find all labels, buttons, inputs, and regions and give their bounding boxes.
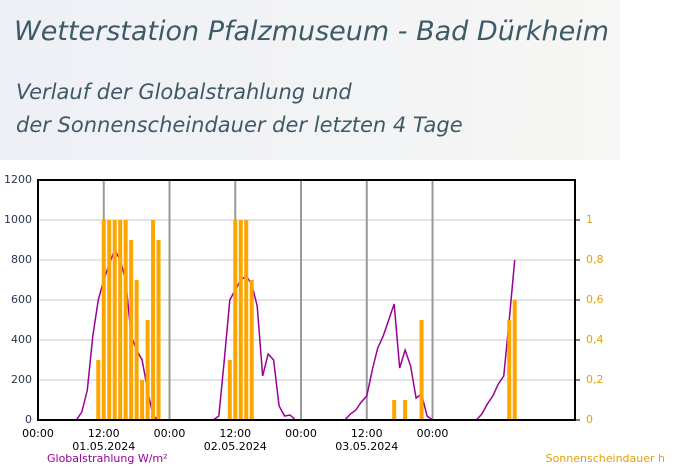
sunshine-bar — [392, 400, 397, 420]
sunshine-bar — [512, 300, 517, 420]
sunshine-bar — [107, 220, 112, 420]
y2-axis-label: Sonnenscheindauer h — [546, 452, 665, 465]
sunshine-bar — [145, 320, 150, 420]
y-tick-label: 1000 — [4, 213, 32, 226]
x-tick-label: 00:00 — [417, 427, 449, 440]
sunshine-bar — [238, 220, 243, 420]
sunshine-bar — [96, 360, 101, 420]
y2-tick-label: 0 — [586, 413, 593, 426]
x-tick-label: 00:00 — [22, 427, 54, 440]
sunshine-bar — [249, 280, 254, 420]
x-date-label: 02.05.2024 — [204, 440, 267, 453]
sunshine-bar — [227, 360, 232, 420]
x-tick-label: 00:00 — [154, 427, 186, 440]
plot-border — [37, 179, 576, 421]
x-date-label: 01.05.2024 — [72, 440, 135, 453]
sunshine-bar — [156, 240, 161, 420]
x-tick-label: 12:00 — [219, 427, 251, 440]
y-tick-label: 200 — [11, 373, 32, 386]
y-tick-label: 0 — [25, 413, 32, 426]
y-tick-label: 800 — [11, 253, 32, 266]
subtitle: der Sonnenscheindauer der letzten 4 Tage — [16, 113, 463, 137]
sunshine-bar — [123, 220, 128, 420]
sunshine-bar — [112, 220, 117, 420]
x-date-label: 03.05.2024 — [335, 440, 398, 453]
y-axis-label: Globalstrahlung W/m² — [47, 452, 168, 465]
sunshine-bar — [403, 400, 408, 420]
sunshine-bar — [140, 380, 145, 420]
subtitle: Verlauf der Globalstrahlung und — [16, 80, 352, 104]
sunshine-bar — [134, 280, 139, 420]
x-tick-label: 12:00 — [351, 427, 383, 440]
y-tick-label: 600 — [11, 293, 32, 306]
x-tick-label: 00:00 — [285, 427, 317, 440]
y-tick-label: 1200 — [4, 173, 32, 186]
y2-tick-label: 1 — [586, 213, 593, 226]
sunshine-bar — [129, 240, 134, 420]
sunshine-bar — [233, 220, 238, 420]
sunshine-bar — [507, 320, 512, 420]
header-bg — [0, 0, 620, 160]
y2-tick-label: 0,2 — [586, 373, 604, 386]
sunshine-bar — [151, 220, 156, 420]
y-tick-label: 400 — [11, 333, 32, 346]
title: Wetterstation Pfalzmuseum - Bad Dürkheim — [14, 16, 609, 47]
sunshine-bar — [118, 220, 123, 420]
y2-tick-label: 0,4 — [586, 333, 604, 346]
sunshine-bar — [101, 220, 106, 420]
y2-tick-label: 0,6 — [586, 293, 604, 306]
sunshine-bar — [244, 220, 249, 420]
x-tick-label: 12:00 — [88, 427, 120, 440]
y2-tick-label: 0,8 — [586, 253, 604, 266]
sunshine-bar — [419, 320, 424, 420]
